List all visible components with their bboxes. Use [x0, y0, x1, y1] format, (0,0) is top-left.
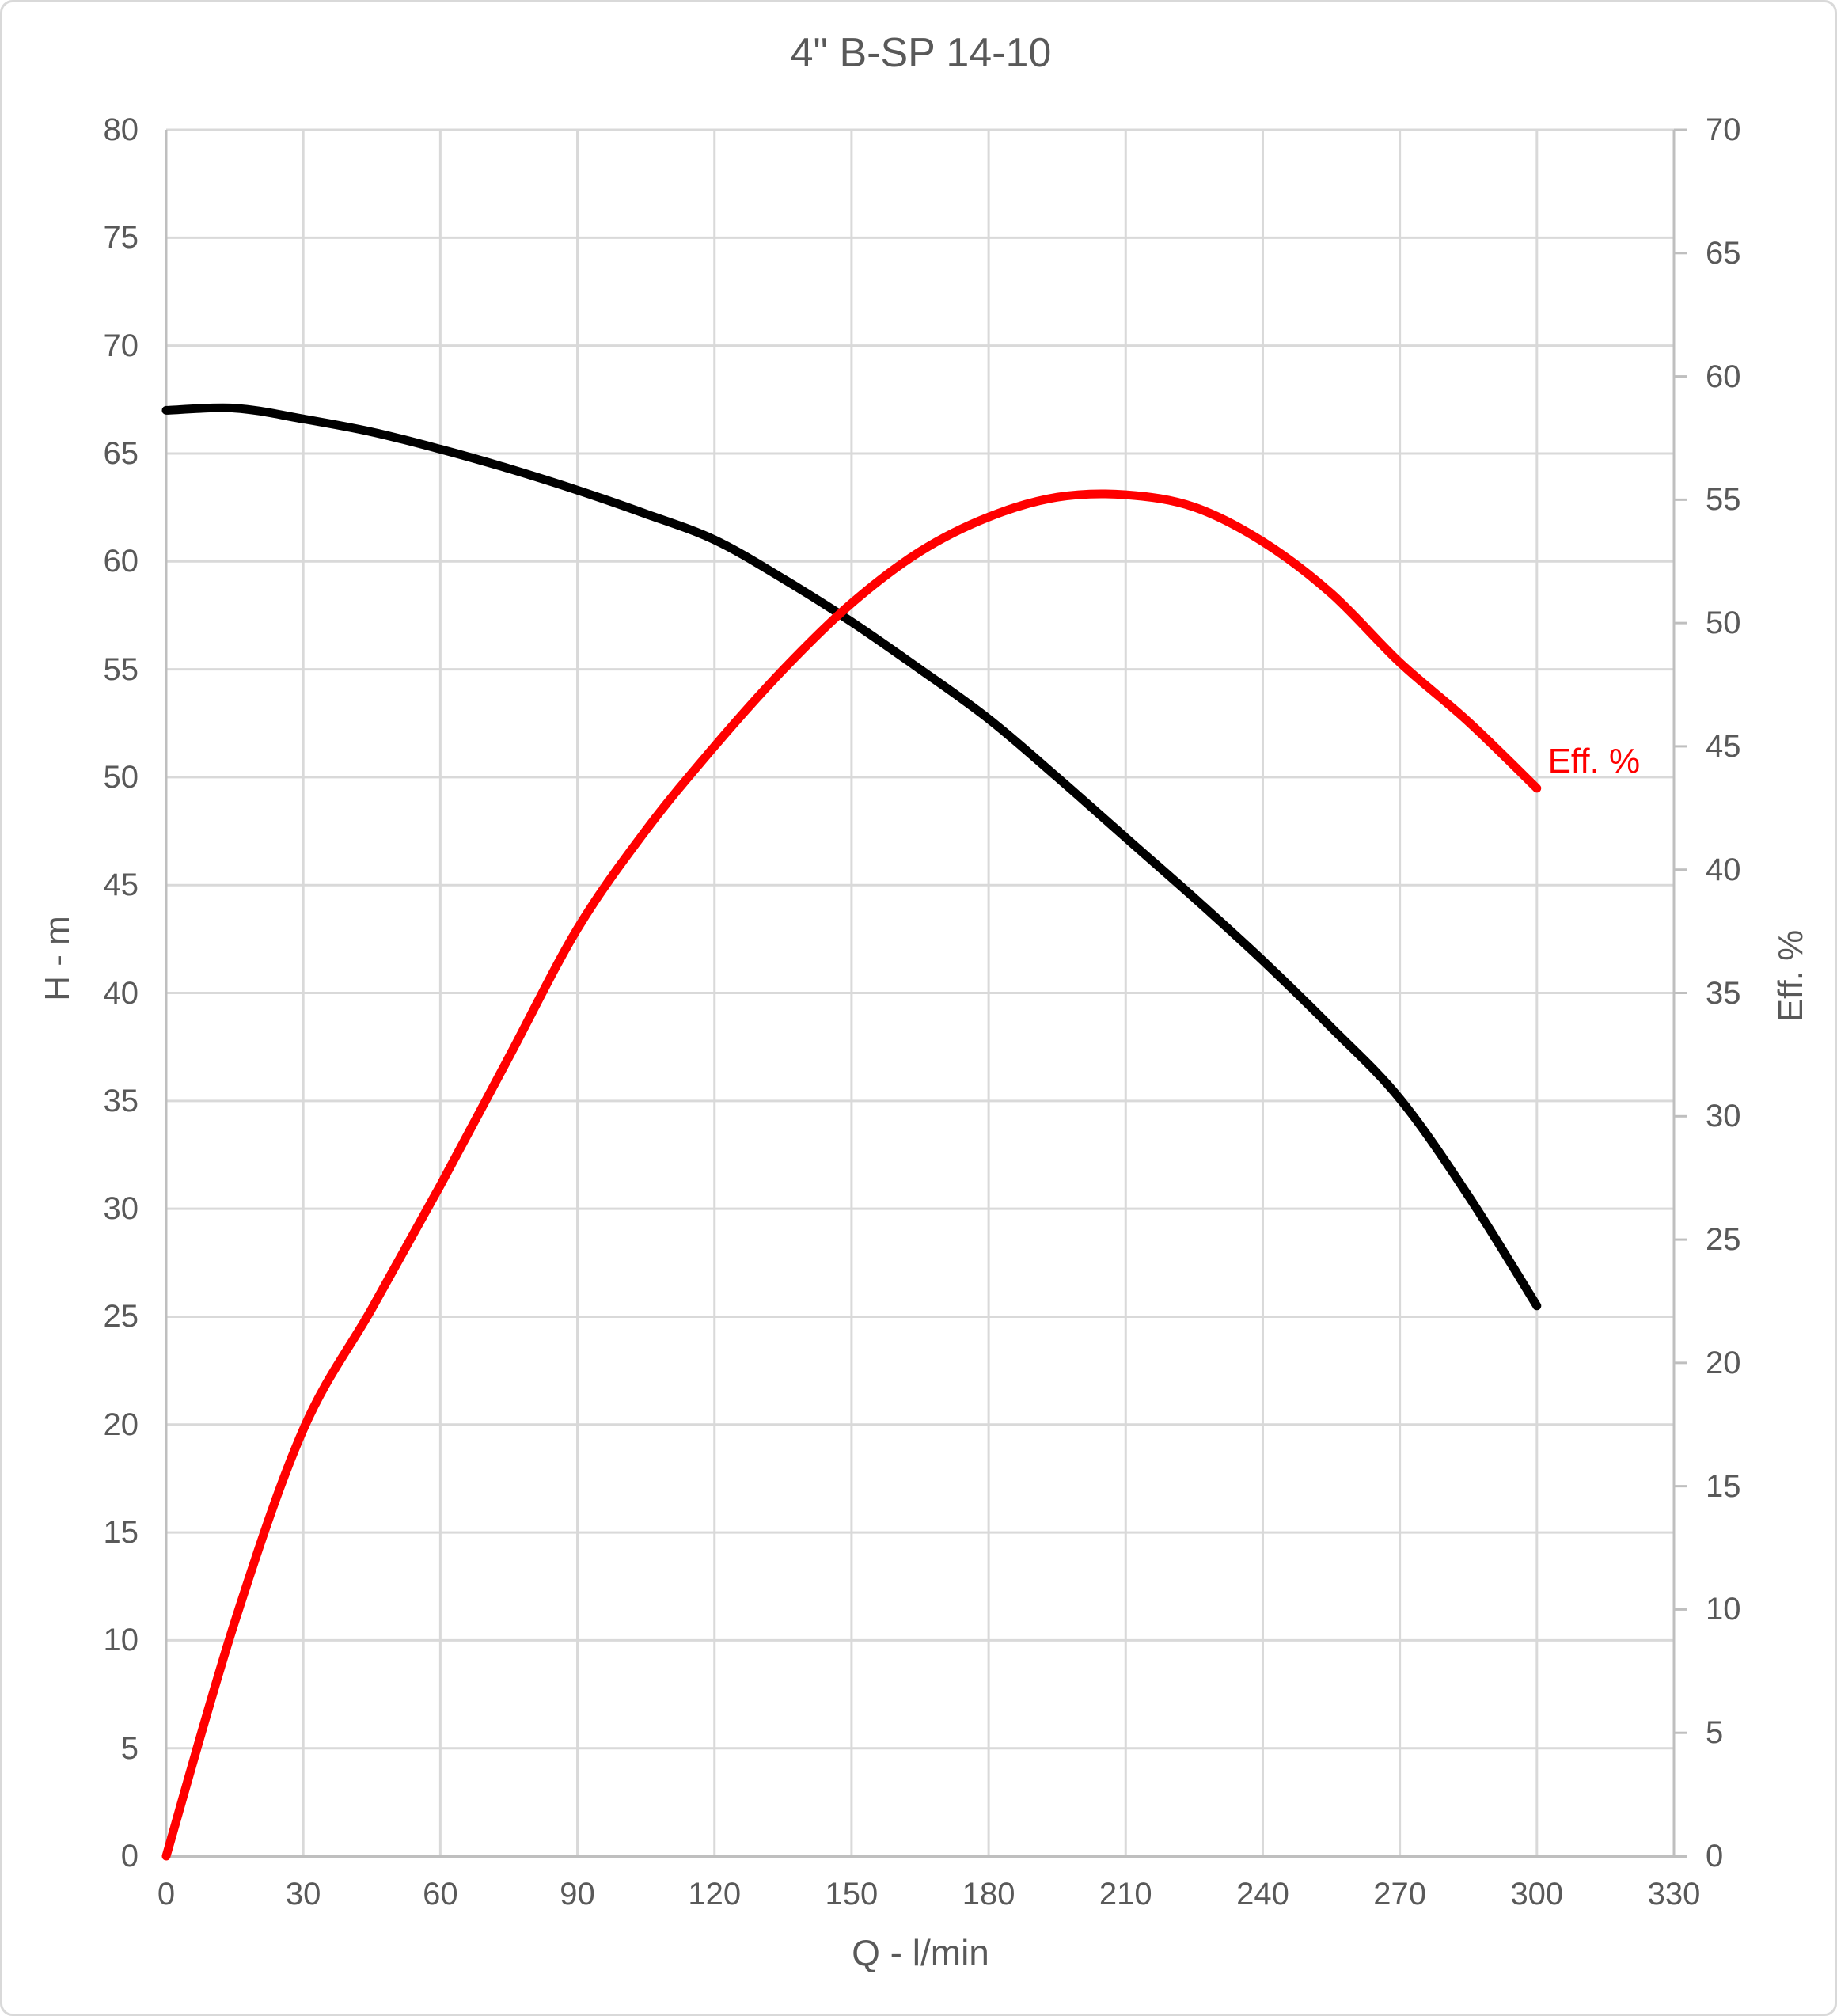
- y-left-tick-label: 25: [103, 1299, 139, 1335]
- y-right-tick-label: 70: [1706, 112, 1741, 147]
- x-tick-label: 90: [560, 1877, 595, 1912]
- y-left-axis-title: H - m: [38, 916, 77, 1001]
- y-right-tick-label: 40: [1706, 852, 1741, 887]
- x-axis-title: Q - l/min: [852, 1932, 989, 1973]
- y-left-tick-label: 40: [103, 975, 139, 1011]
- x-tick-label: 300: [1510, 1877, 1564, 1912]
- y-left-tick-label: 75: [103, 220, 139, 256]
- y-left-tick-label: 65: [103, 435, 139, 471]
- y-right-tick-label: 20: [1706, 1345, 1741, 1380]
- y-right-tick-label: 55: [1706, 482, 1741, 518]
- y-right-tick-label: 15: [1706, 1468, 1741, 1504]
- y-right-tick-label: 30: [1706, 1099, 1741, 1134]
- y-left-tick-label: 50: [103, 759, 139, 795]
- x-tick-label: 270: [1373, 1877, 1426, 1912]
- y-left-tick-label: 80: [103, 112, 139, 147]
- y-left-tick-label: 60: [103, 544, 139, 579]
- right-axis-tick-marks: [1674, 128, 1687, 1858]
- head-curve-line: [161, 403, 1542, 1311]
- y-left-tick-label: 5: [120, 1730, 139, 1766]
- y-left-tick-label: 35: [103, 1083, 139, 1118]
- y-right-tick-label: 45: [1706, 728, 1741, 764]
- efficiency-series-label: Eff. %: [1547, 741, 1641, 780]
- y-left-tick-label: 15: [103, 1515, 139, 1551]
- y-right-axis-title: Eff. %: [1771, 929, 1810, 1023]
- x-tick-label: 330: [1647, 1877, 1701, 1912]
- chart-title: 4" B-SP 14-10: [790, 30, 1052, 76]
- y-right-tick-label: 65: [1706, 235, 1741, 271]
- y-right-tick-label: 25: [1706, 1222, 1741, 1258]
- y-right-tick-label: 35: [1706, 975, 1741, 1011]
- y-right-tick-label: 10: [1706, 1592, 1741, 1627]
- x-tick-label: 210: [1099, 1877, 1152, 1912]
- y-left-tick-label: 0: [120, 1839, 139, 1874]
- efficiency-curve-line: [161, 489, 1542, 1861]
- x-tick-label: 120: [688, 1877, 742, 1912]
- y-right-tick-label: 0: [1706, 1839, 1724, 1874]
- y-right-tick-label: 5: [1706, 1715, 1724, 1751]
- y-left-tick-label: 70: [103, 328, 139, 363]
- y-left-tick-label: 10: [103, 1623, 139, 1658]
- y-left-tick-label: 20: [103, 1407, 139, 1442]
- gridlines: [165, 128, 1676, 1858]
- x-tick-label: 180: [962, 1877, 1015, 1912]
- y-right-tick-label: 50: [1706, 606, 1741, 641]
- x-tick-label: 30: [285, 1877, 321, 1912]
- x-tick-label: 240: [1236, 1877, 1289, 1912]
- y-left-tick-label: 55: [103, 651, 139, 687]
- x-tick-label: 150: [825, 1877, 879, 1912]
- y-left-tick-label: 30: [103, 1191, 139, 1227]
- y-left-tick-label: 45: [103, 868, 139, 903]
- x-tick-label: 0: [157, 1877, 176, 1912]
- y-right-tick-label: 60: [1706, 359, 1741, 394]
- x-tick-label: 60: [423, 1877, 458, 1912]
